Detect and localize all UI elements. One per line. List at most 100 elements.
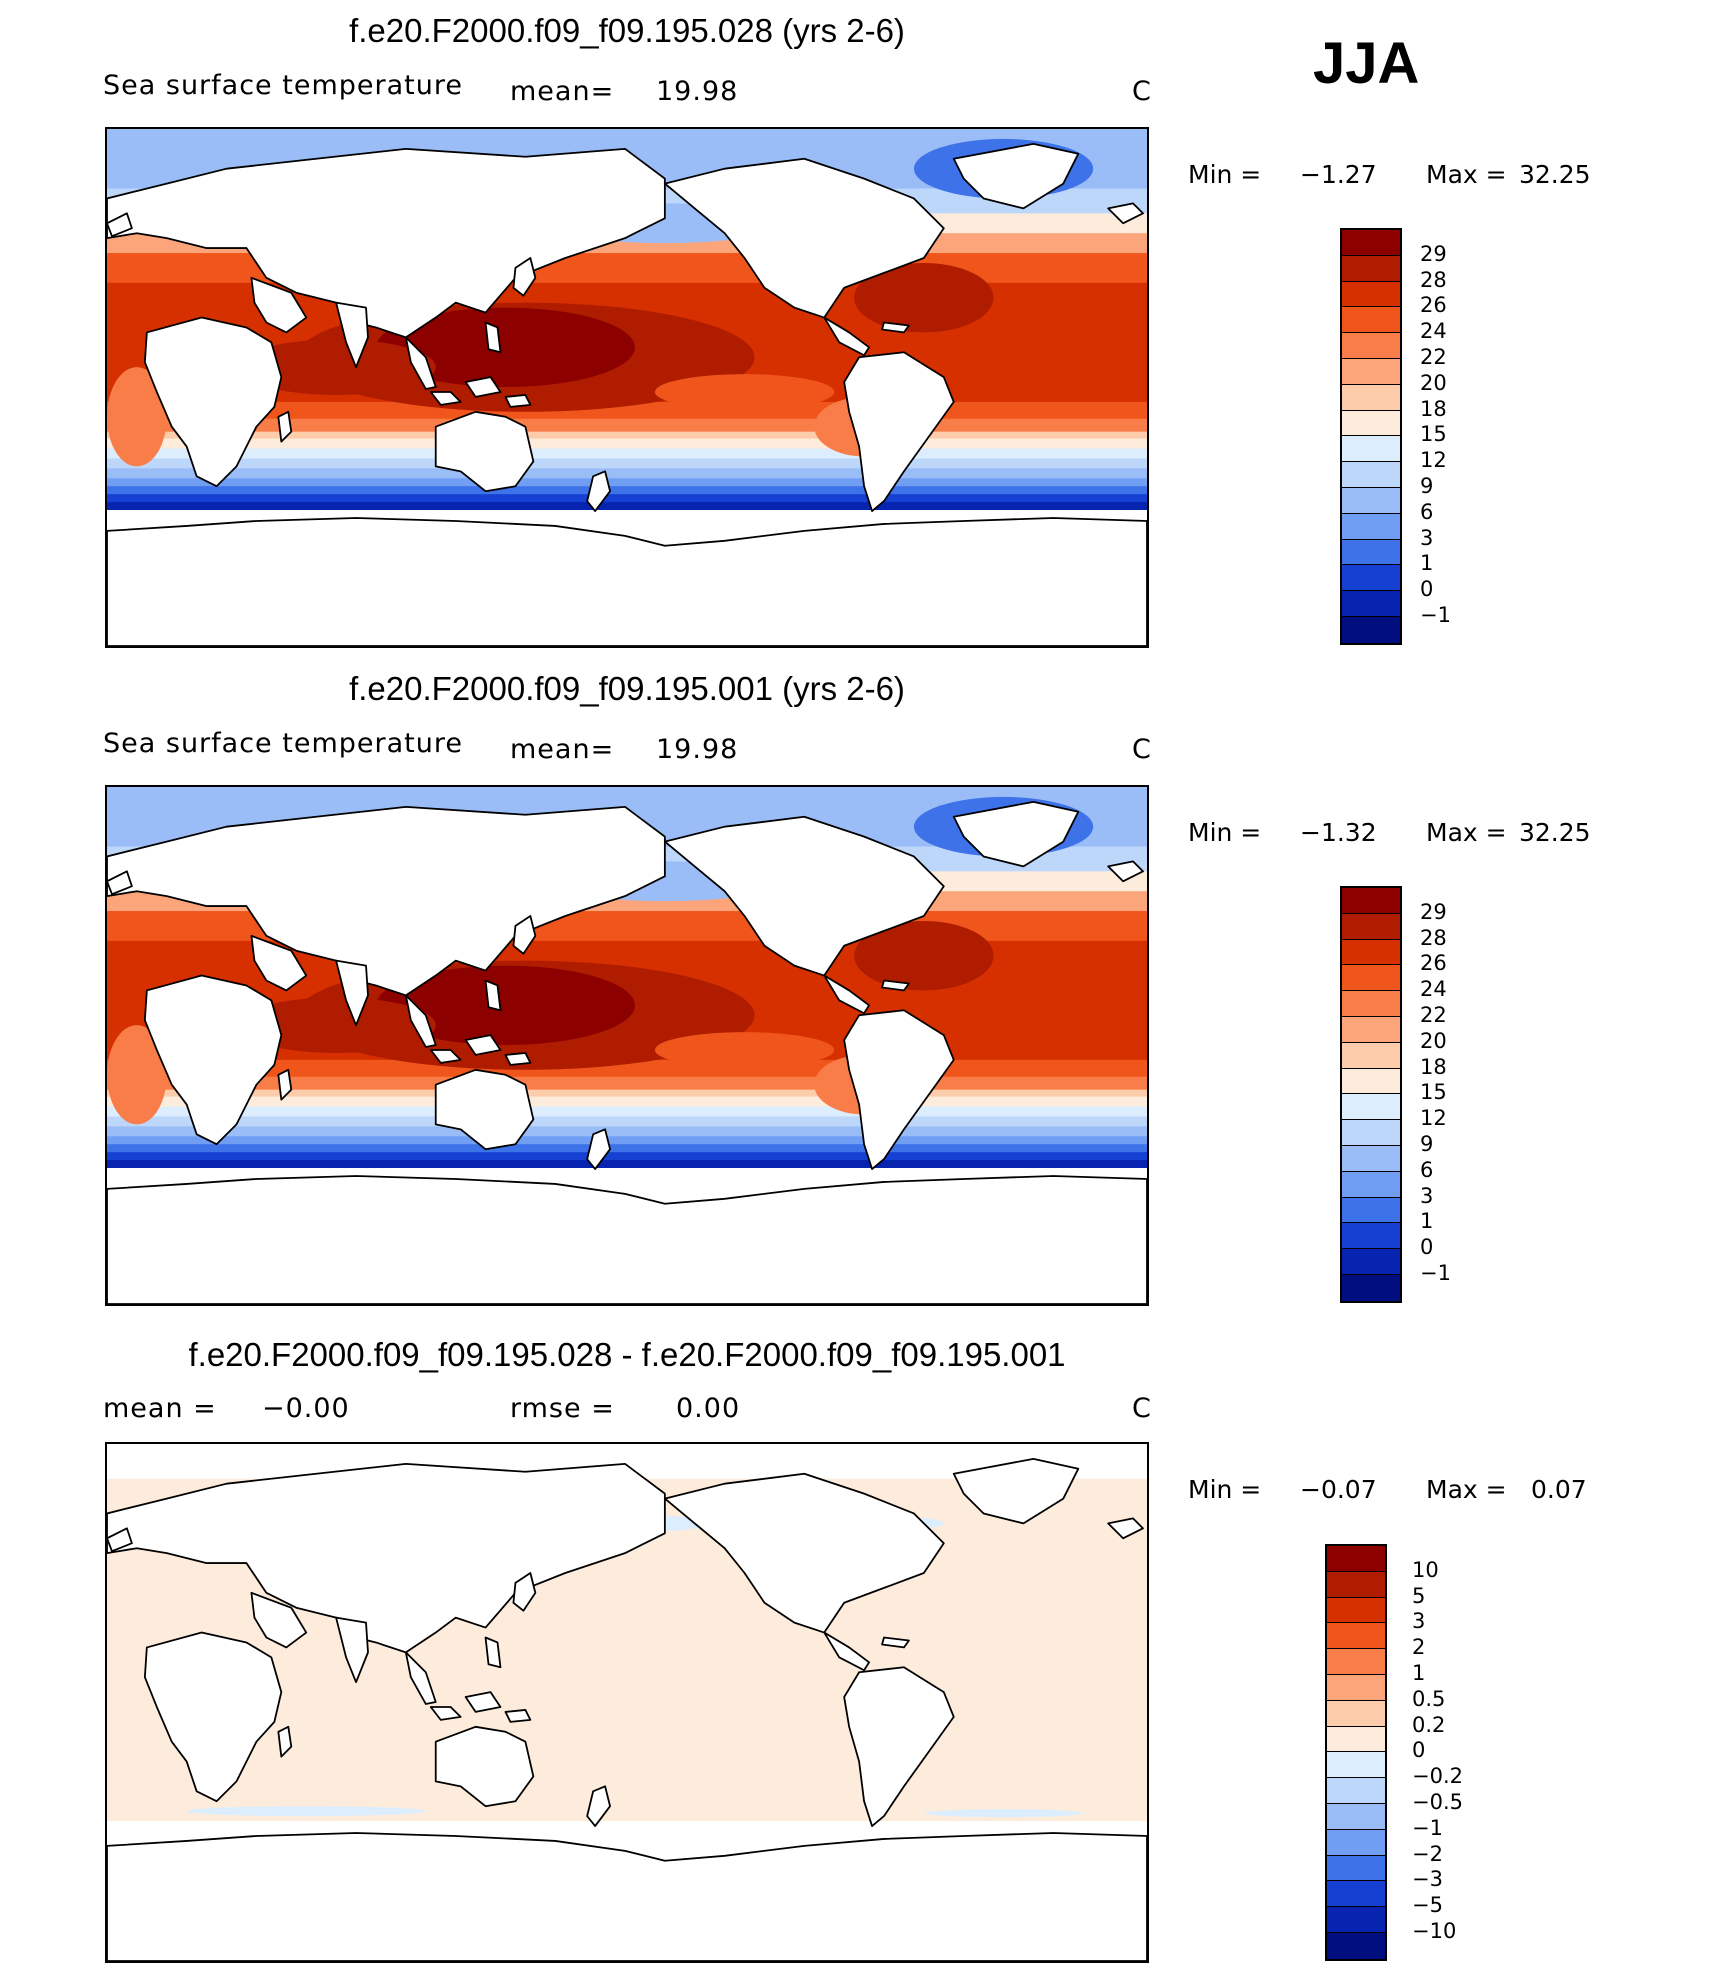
colorbar-swatch	[1342, 1249, 1400, 1275]
colorbar-swatch	[1342, 307, 1400, 334]
colorbar-swatch	[1327, 1674, 1385, 1701]
colorbar	[1340, 228, 1402, 645]
colorbar-swatch	[1327, 1623, 1385, 1650]
colorbar-swatch	[1342, 616, 1400, 643]
colorbar-swatch	[1342, 1120, 1400, 1146]
colorbar-tick-label: 3	[1412, 1609, 1426, 1634]
colorbar-tick-label: 0	[1420, 1235, 1434, 1260]
colorbar-swatch	[1342, 358, 1400, 385]
colorbar-swatch	[1327, 1932, 1385, 1959]
colorbar-tick-label: 15	[1420, 422, 1447, 447]
sst-map	[105, 785, 1149, 1306]
colorbar-swatch	[1327, 1881, 1385, 1908]
colorbar-tick-label: 5	[1412, 1583, 1426, 1608]
colorbar-tick-label: 26	[1420, 951, 1447, 976]
colorbar-swatch	[1342, 281, 1400, 308]
colorbar-tick-label: −1	[1420, 603, 1451, 627]
colorbar-tick-label: 29	[1420, 241, 1447, 266]
colorbar-swatch	[1327, 1700, 1385, 1727]
min-label: Min =	[1188, 160, 1262, 189]
colorbar-tick-label: 3	[1420, 1183, 1434, 1208]
colorbar-swatch	[1342, 913, 1400, 940]
colorbar-swatch	[1342, 939, 1400, 966]
colorbar-tick-label: 0.5	[1412, 1686, 1446, 1711]
colorbar-swatch	[1342, 539, 1400, 566]
variable-label: Sea surface temperature	[103, 728, 463, 759]
mean-label: mean=	[510, 76, 615, 107]
max-label: Max =	[1426, 818, 1507, 847]
colorbar-tick-label: 6	[1420, 499, 1434, 524]
sst-map	[105, 127, 1149, 648]
panel-title: f.e20.F2000.f09_f09.195.028 - f.e20.F200…	[188, 1336, 1066, 1373]
colorbar-swatch	[1342, 1171, 1400, 1198]
colorbar-swatch	[1327, 1649, 1385, 1675]
difference-map-graphic	[107, 1444, 1147, 1961]
mean-value: −0.00	[262, 1393, 350, 1424]
colorbar-swatch	[1342, 255, 1400, 282]
min-value: −1.32	[1300, 818, 1377, 847]
colorbar-tick-label: 9	[1420, 474, 1434, 498]
sst-map-graphic	[107, 129, 1147, 646]
colorbar-swatch	[1342, 591, 1400, 617]
colorbar-swatch	[1342, 1223, 1400, 1250]
colorbar-tick-label: 0.2	[1412, 1712, 1446, 1737]
colorbar-swatch	[1342, 888, 1400, 914]
min-label: Min =	[1188, 1475, 1262, 1504]
rmse-value: 0.00	[676, 1393, 741, 1424]
variable-label: Sea surface temperature	[103, 70, 463, 101]
colorbar-tick-label: −1	[1420, 1261, 1451, 1285]
colorbar-tick-label: 9	[1420, 1132, 1434, 1156]
colorbar-swatch	[1327, 1571, 1385, 1598]
colorbar-tick-label: −3	[1412, 1867, 1443, 1892]
season-label: JJA	[1313, 31, 1420, 96]
colorbar-swatch	[1342, 565, 1400, 592]
colorbar-tick-label: 22	[1420, 1003, 1447, 1027]
colorbar-swatch	[1342, 384, 1400, 411]
colorbar-tick-label: −0.5	[1412, 1790, 1463, 1814]
colorbar-swatch	[1342, 1145, 1400, 1172]
colorbar-tick-label: 0	[1412, 1738, 1426, 1763]
colorbar-swatch	[1342, 1094, 1400, 1121]
colorbar-tick-label: 1	[1420, 1209, 1434, 1234]
min-value: −1.27	[1300, 160, 1377, 189]
colorbar-tick-label: 12	[1420, 448, 1447, 473]
colorbar-swatch	[1327, 1597, 1385, 1624]
colorbar-swatch	[1327, 1752, 1385, 1779]
colorbar-swatch	[1342, 965, 1400, 992]
colorbar-tick-label: 18	[1420, 396, 1447, 421]
colorbar-tick-label: −5	[1412, 1893, 1443, 1918]
colorbar-swatch	[1327, 1546, 1385, 1572]
mean-label: mean =	[103, 1393, 217, 1424]
rmse-label: rmse =	[510, 1393, 615, 1424]
colorbar-tick-label: 28	[1420, 925, 1447, 950]
colorbar-swatch	[1327, 1855, 1385, 1882]
min-value: −0.07	[1300, 1475, 1377, 1504]
colorbar-swatch	[1327, 1726, 1385, 1753]
colorbar-tick-label: 0	[1420, 577, 1434, 602]
colorbar-tick-label: 3	[1420, 525, 1434, 550]
colorbar-tick-label: 26	[1420, 293, 1447, 318]
colorbar-swatch	[1327, 1829, 1385, 1856]
colorbar-swatch	[1342, 487, 1400, 514]
panel-title: f.e20.F2000.f09_f09.195.028 (yrs 2-6)	[349, 12, 905, 49]
colorbar-tick-label: −10	[1412, 1919, 1457, 1943]
difference-map	[105, 1442, 1149, 1963]
colorbar-tick-label: 29	[1420, 899, 1447, 924]
colorbar-tick-label: −1	[1412, 1815, 1443, 1840]
colorbar-tick-label: 24	[1420, 319, 1447, 344]
colorbar-tick-label: 20	[1420, 1028, 1447, 1053]
mean-label: mean=	[510, 734, 615, 765]
colorbar-swatch	[1342, 230, 1400, 256]
max-value: 32.25	[1519, 160, 1591, 189]
max-value: 32.25	[1519, 818, 1591, 847]
colorbar-tick-label: 28	[1420, 267, 1447, 292]
colorbar-tick-label: 18	[1420, 1054, 1447, 1079]
colorbar-swatch	[1327, 1803, 1385, 1830]
mean-value: 19.98	[656, 76, 739, 107]
panel-title: f.e20.F2000.f09_f09.195.001 (yrs 2-6)	[349, 670, 905, 707]
colorbar-tick-label: 6	[1420, 1157, 1434, 1182]
colorbar-tick-label: 2	[1412, 1635, 1426, 1660]
sst-map-graphic	[107, 787, 1147, 1304]
colorbar-swatch	[1342, 513, 1400, 540]
colorbar-swatch	[1342, 333, 1400, 359]
